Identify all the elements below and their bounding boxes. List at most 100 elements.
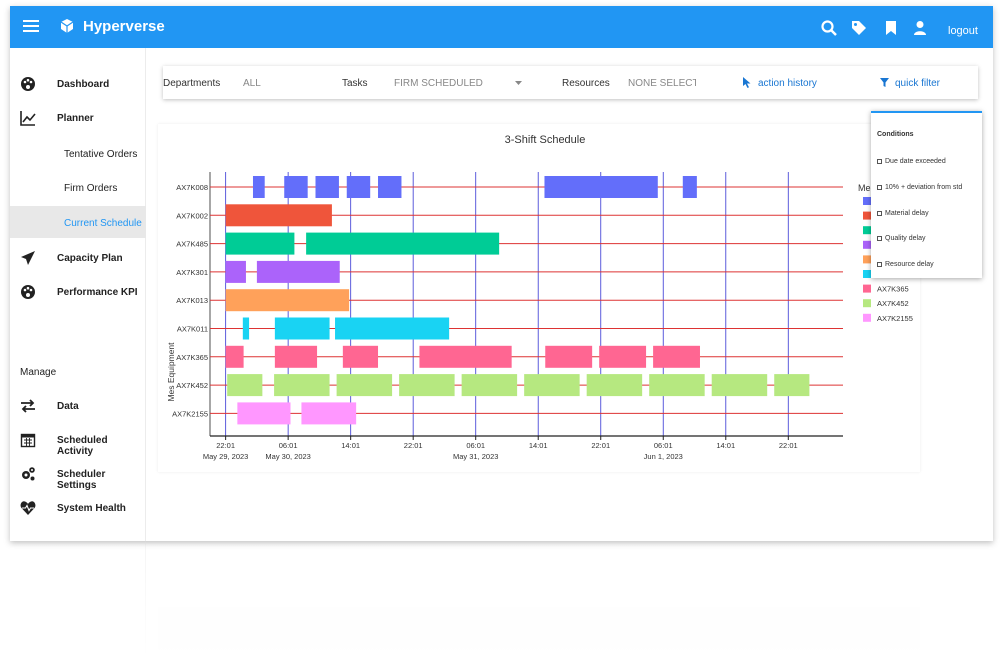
gantt-bar[interactable] <box>225 345 244 368</box>
y-tick-label: AX7K365 <box>176 353 208 362</box>
window-reflection <box>10 541 993 667</box>
sidebar-item-planner[interactable]: Planner <box>10 102 146 132</box>
sidebar-item-label: Performance KPI <box>57 287 138 298</box>
gantt-bar[interactable] <box>252 176 265 198</box>
gantt-bar[interactable] <box>461 374 518 397</box>
gantt-bar[interactable] <box>301 402 357 425</box>
condition-quality-delay[interactable]: Quality delay <box>877 235 925 242</box>
checkbox[interactable] <box>877 210 882 216</box>
gantt-bar[interactable] <box>256 260 340 283</box>
x-date-label: May 30, 2023 <box>265 452 310 461</box>
condition-due-date-exceeded[interactable]: Due date exceeded <box>877 158 946 165</box>
user-icon[interactable] <box>911 19 929 37</box>
gantt-bar[interactable] <box>336 374 393 397</box>
sidebar-item-label: Planner <box>57 113 94 124</box>
condition-material-delay[interactable]: Material delay <box>877 210 929 217</box>
condition-label: Material delay <box>885 210 929 217</box>
gantt-bar[interactable] <box>274 374 330 397</box>
gantt-bar[interactable] <box>225 289 350 312</box>
app-brand: Hyperverse <box>83 18 165 35</box>
gantt-bar[interactable] <box>524 374 580 397</box>
sidebar-item-label: Capacity Plan <box>57 253 123 264</box>
y-tick-label: AX7K301 <box>176 268 208 277</box>
departments-select[interactable]: ALL <box>243 78 261 89</box>
sidebar-item-performance-kpi[interactable]: Performance KPI <box>10 276 146 306</box>
gantt-bar[interactable] <box>227 374 263 397</box>
quick-filter-panel: Conditions Due date exceeded 10% + devia… <box>871 111 982 278</box>
legend-label: AX7K2155 <box>877 314 913 323</box>
heartbeat-icon <box>20 501 36 515</box>
tasks-label: Tasks <box>342 78 368 89</box>
gantt-bar[interactable] <box>586 374 643 397</box>
sidebar-item-system-health[interactable]: System Health <box>10 492 146 522</box>
chart-title: 3-Shift Schedule <box>505 134 586 146</box>
legend-swatch <box>863 197 871 205</box>
chevron-down-icon[interactable] <box>515 81 522 86</box>
sidebar-item-scheduler-settings[interactable]: Scheduler Settings <box>10 458 146 491</box>
sidebar-item-current-schedule[interactable]: Current Schedule <box>10 206 146 238</box>
gantt-bar[interactable] <box>225 260 246 283</box>
x-tick-label: 06:01 <box>279 441 298 450</box>
gantt-bar[interactable] <box>544 176 658 198</box>
chart-line-icon <box>20 111 36 126</box>
condition-deviation[interactable]: 10% + deviation from std <box>877 184 962 191</box>
checkbox[interactable] <box>877 184 882 190</box>
gantt-bar[interactable] <box>599 345 647 368</box>
x-tick-label: 22:01 <box>404 441 423 450</box>
app-window: Hyperverse logout Dashboard Planner Tent… <box>10 6 993 541</box>
gantt-bar[interactable] <box>335 317 450 340</box>
gantt-bar[interactable] <box>346 176 371 198</box>
sidebar-item-data[interactable]: Data <box>10 390 146 420</box>
checkbox[interactable] <box>877 235 882 241</box>
gantt-bar[interactable] <box>649 374 705 397</box>
gantt-bar[interactable] <box>306 232 500 255</box>
logout-link[interactable]: logout <box>948 25 978 37</box>
legend-swatch <box>863 284 871 293</box>
gantt-bar[interactable] <box>274 317 330 340</box>
gantt-chart: 3-Shift Schedule Mes Equipment Me AX7K00… <box>166 134 913 461</box>
checkbox[interactable] <box>877 261 882 267</box>
condition-label: Quality delay <box>885 235 926 242</box>
filter-icon <box>880 78 889 87</box>
sidebar-item-dashboard[interactable]: Dashboard <box>10 68 146 98</box>
gantt-bar[interactable] <box>225 204 332 227</box>
bookmark-icon[interactable] <box>882 19 900 37</box>
gantt-bar[interactable] <box>653 345 700 368</box>
legend-swatch <box>863 299 871 308</box>
gantt-bar[interactable] <box>545 345 593 368</box>
gantt-bar[interactable] <box>774 374 810 397</box>
sidebar-item-tentative-orders[interactable]: Tentative Orders <box>10 138 146 168</box>
quick-filter-link[interactable]: quick filter <box>895 78 941 89</box>
legend-swatch <box>863 313 871 322</box>
gantt-bar[interactable] <box>284 176 308 198</box>
gantt-bar[interactable] <box>399 374 455 397</box>
sidebar-item-label: System Health <box>57 503 126 514</box>
tasks-select[interactable]: FIRM SCHEDULED <box>394 78 483 89</box>
gantt-bar[interactable] <box>342 345 379 368</box>
gantt-bar[interactable] <box>225 232 295 255</box>
gantt-bar[interactable] <box>711 374 768 397</box>
checkbox[interactable] <box>877 158 882 164</box>
search-icon[interactable] <box>820 19 838 37</box>
resources-select[interactable]: NONE SELECTE <box>628 78 696 89</box>
gantt-bar[interactable] <box>419 345 512 368</box>
menu-icon[interactable] <box>23 17 39 37</box>
sidebar-item-capacity-plan[interactable]: Capacity Plan <box>10 242 146 272</box>
gantt-bar[interactable] <box>315 176 339 198</box>
legend-title: Me <box>858 183 871 193</box>
gantt-bar[interactable] <box>378 176 402 198</box>
gantt-bar[interactable] <box>274 345 318 368</box>
x-tick-label: 22:01 <box>591 441 610 450</box>
x-tick-label: 06:01 <box>466 441 485 450</box>
action-history-link[interactable]: action history <box>758 78 817 89</box>
tags-icon[interactable] <box>850 19 868 37</box>
sidebar-item-firm-orders[interactable]: Firm Orders <box>10 172 146 202</box>
gantt-bar[interactable] <box>237 402 291 425</box>
gantt-bar[interactable] <box>682 176 697 198</box>
condition-resource-delay[interactable]: Resource delay <box>877 261 934 268</box>
x-date-label: May 29, 2023 <box>203 452 248 461</box>
legend-label: AX7K452 <box>877 299 909 308</box>
gantt-bar[interactable] <box>242 317 250 340</box>
x-tick-label: 14:01 <box>341 441 360 450</box>
sidebar-item-scheduled-activity[interactable]: Scheduled Activity <box>10 424 146 457</box>
